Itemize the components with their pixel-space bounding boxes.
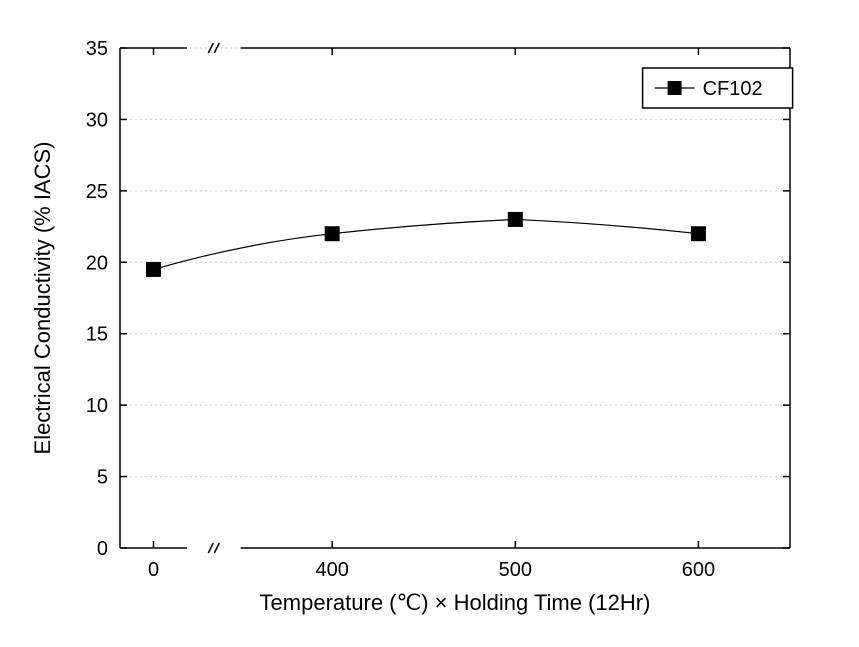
xtick-label: 400 bbox=[315, 559, 348, 581]
xtick-label: 600 bbox=[682, 559, 715, 581]
ytick-label: 30 bbox=[86, 109, 108, 131]
ytick-label: 10 bbox=[86, 395, 108, 417]
ytick-label: 5 bbox=[97, 467, 108, 489]
ytick-label: 35 bbox=[86, 38, 108, 60]
legend-marker bbox=[668, 81, 682, 95]
axis-break-mark bbox=[214, 543, 219, 553]
xtick-label: 500 bbox=[499, 559, 532, 581]
data-marker bbox=[508, 212, 522, 226]
ytick-label: 20 bbox=[86, 252, 108, 274]
legend-label: CF102 bbox=[703, 78, 763, 100]
y-axis-label: Electrical Conductivity (% IACS) bbox=[30, 142, 55, 455]
data-marker bbox=[691, 227, 705, 241]
data-marker bbox=[325, 227, 339, 241]
chart-container: 0 5 10 15 20 25 30 35 0 400 500 600 Temperature (℃) … bbox=[0, 0, 859, 647]
ytick-label: 15 bbox=[86, 324, 108, 346]
axis-break-mark bbox=[208, 543, 213, 553]
data-marker bbox=[147, 262, 161, 276]
xtick-label: 0 bbox=[148, 559, 159, 581]
chart-svg: 0 5 10 15 20 25 30 35 0 400 500 600 Temperature (℃) … bbox=[0, 0, 859, 647]
ytick-label: 25 bbox=[86, 181, 108, 203]
axis-break-mark bbox=[208, 43, 213, 53]
x-axis-label: Temperature (℃) × Holding Time (12Hr) bbox=[260, 590, 651, 615]
ytick-label: 0 bbox=[97, 538, 108, 560]
